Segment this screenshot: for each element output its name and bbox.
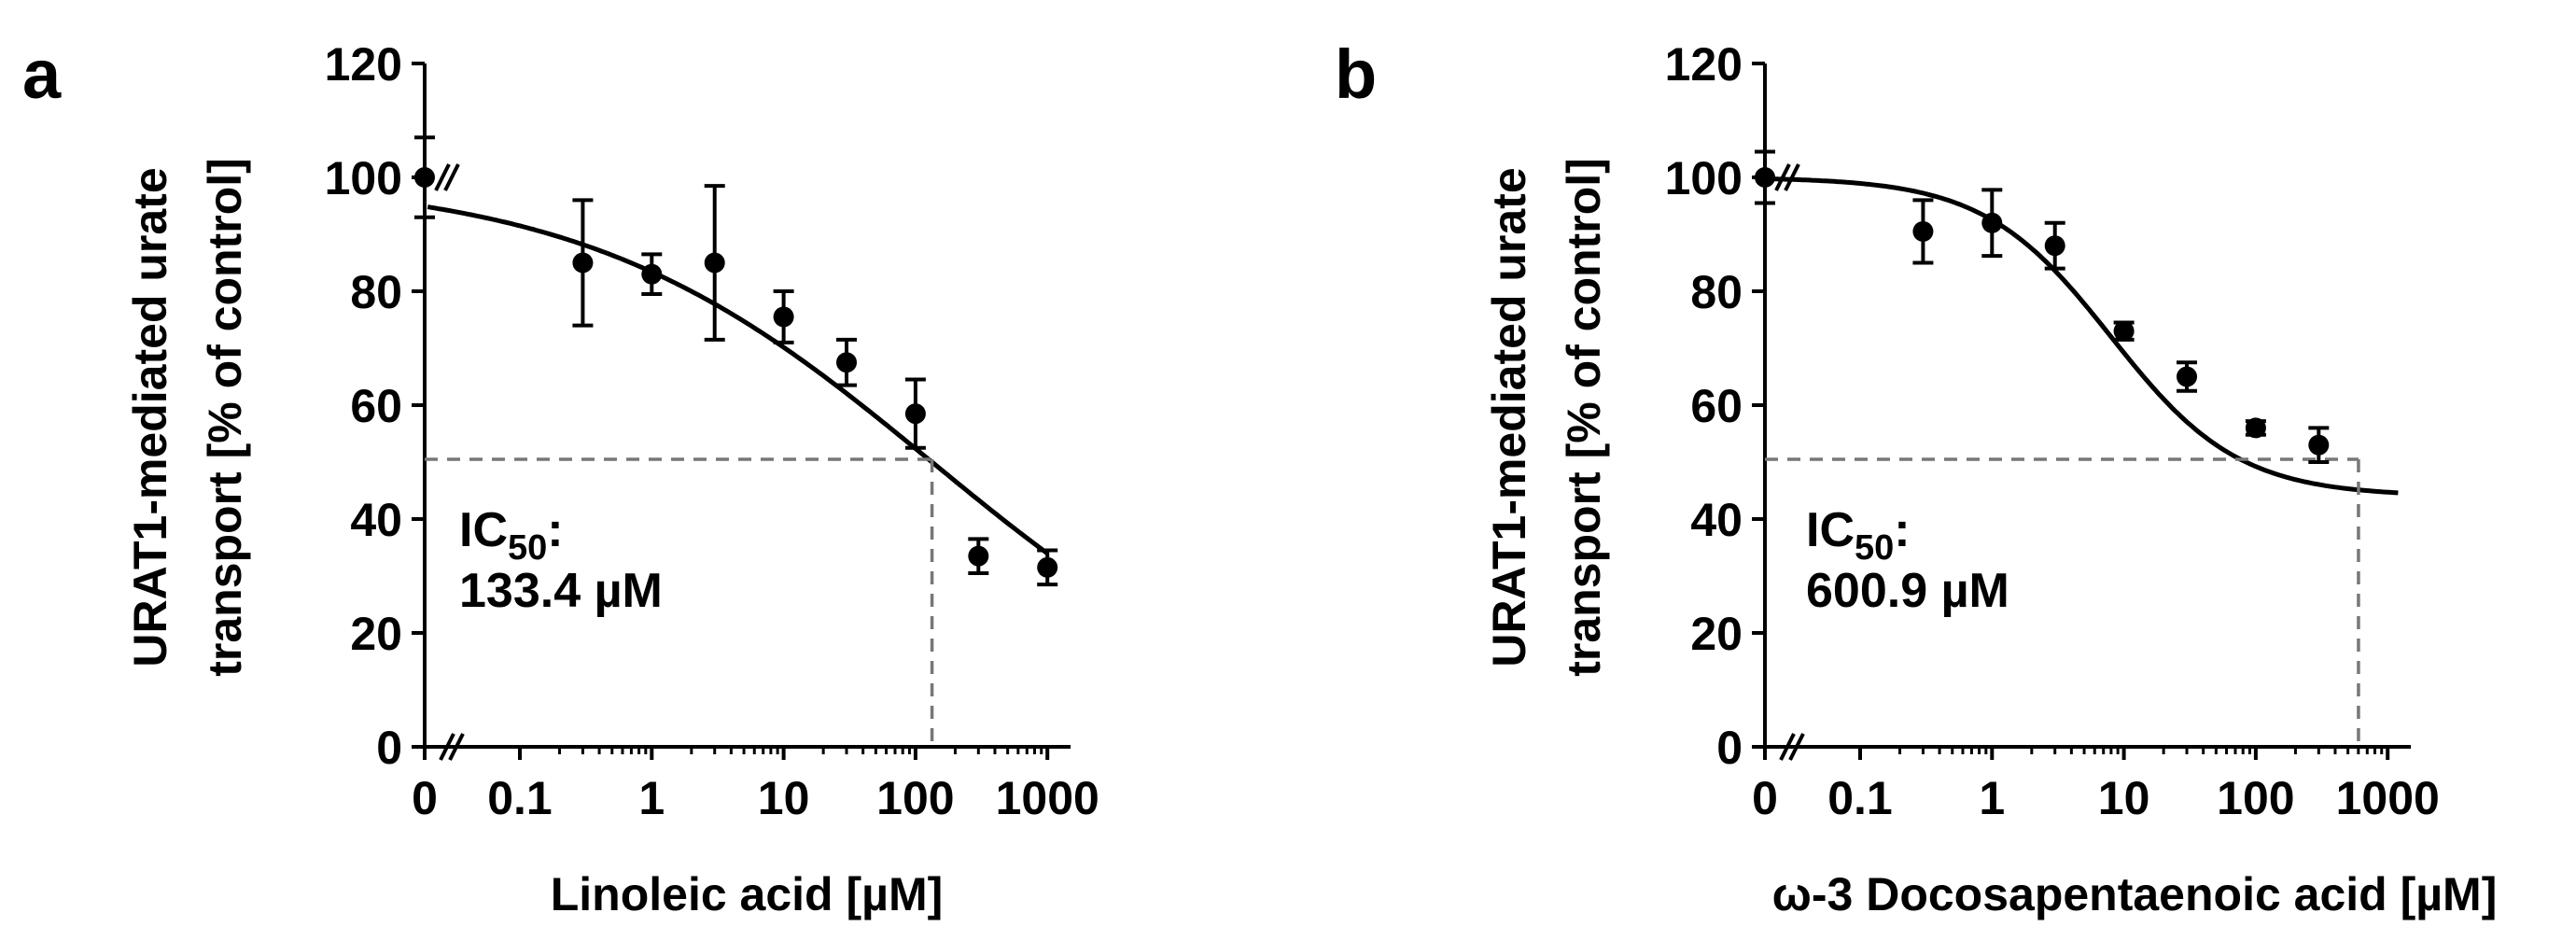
x-axis-break-mark [1788,733,1805,761]
x-tick-label: 1 [1979,772,2005,824]
data-point [1981,212,2003,233]
y-tick-label: 20 [350,608,402,660]
data-point [641,263,663,285]
y-tick-label: 20 [1690,608,1743,660]
y-axis-title: URAT1-mediated urate [124,167,176,667]
data-point [2044,235,2065,257]
data-point [2177,366,2198,387]
ic50-annotation-label: IC50: [1806,503,1911,568]
y-axis-title: URAT1-mediated urate [1483,167,1535,667]
curve-break-mark [434,163,451,191]
data-point [773,306,794,328]
ic50-annotation-value: 600.9 µM [1806,564,2009,618]
x-tick-label: 10 [2098,772,2150,824]
data-point [414,167,435,188]
x-tick-label: 1000 [2336,772,2440,824]
fit-curve [1768,176,2399,496]
panel-label: b [1335,35,1377,113]
data-point [968,545,989,567]
data-point [572,252,594,274]
ic50-colon: : [547,503,563,557]
x-tick-label: 100 [2217,772,2294,824]
chart-panel-b: b URAT1-mediated urate transport [% of con… [1335,35,2497,920]
y-tick-label: 40 [350,494,402,546]
data-point [1037,556,1058,578]
chart-panel-a: a URAT1-mediated urate transport [% of con… [22,35,1099,920]
panel-label: a [22,35,62,113]
y-tick-label: 120 [1665,38,1743,91]
data-point [2245,417,2266,439]
ic50-subscript: 50 [1855,528,1894,568]
x-axis-break-mark [448,733,465,761]
data-point [704,252,725,274]
ic50-annotation-value: 133.4 µM [459,564,663,618]
y-tick-label: 60 [350,380,402,432]
x-tick-label: 0 [412,772,438,824]
y-tick-label: 120 [325,38,402,91]
y-tick-label: 40 [1690,494,1743,546]
x-tick-label: 100 [876,772,954,824]
data-point [1912,220,1934,242]
y-tick-label: 80 [1690,266,1743,318]
data-point [904,403,926,425]
data-point [1755,167,1775,188]
y-tick-label: 80 [350,266,402,318]
x-tick-label: 0.1 [487,772,553,824]
x-tick-label: 1 [638,772,665,824]
ic50-prefix: IC [1806,503,1855,557]
y-tick-label: 100 [325,152,402,204]
x-axis-title: Linoleic acid [µM] [551,868,944,920]
data-point [836,352,858,373]
y-axis-title: transport [% of control] [1558,158,1610,677]
curve-break-mark [443,163,460,191]
x-axis-title: ω-3 Docosapentaenoic acid [µM] [1772,868,2498,920]
data-point [2308,434,2330,456]
x-tick-label: 0 [1752,772,1778,824]
y-tick-label: 0 [376,722,402,774]
ic50-colon: : [1894,503,1910,557]
ic50-annotation-label: IC50: [459,503,564,568]
x-axis-break-mark [1779,733,1796,761]
x-tick-label: 0.1 [1827,772,1893,824]
x-tick-label: 10 [758,772,810,824]
y-tick-label: 100 [1665,152,1743,204]
x-tick-label: 1000 [996,772,1099,824]
data-point [2113,320,2135,342]
ic50-prefix: IC [459,503,508,557]
fit-curve [427,204,1049,555]
ic50-subscript: 50 [508,528,547,568]
y-axis-title: transport [% of control] [199,158,251,677]
y-tick-label: 0 [1716,722,1743,774]
x-axis-break-mark [439,733,455,761]
y-tick-label: 60 [1690,380,1743,432]
